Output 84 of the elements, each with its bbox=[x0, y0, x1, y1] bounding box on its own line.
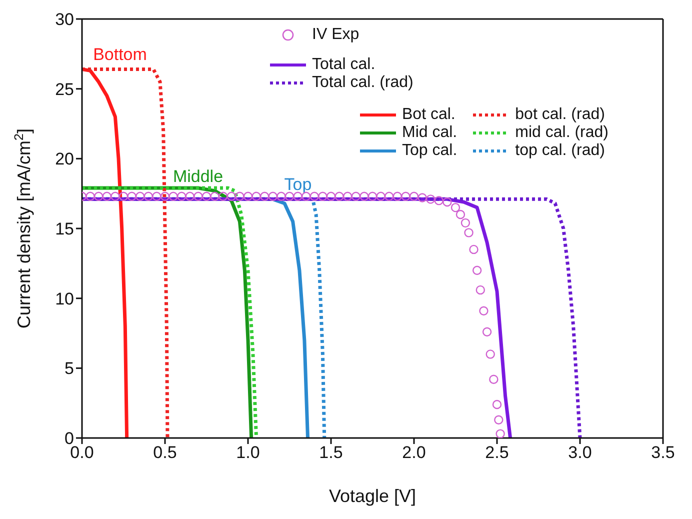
x-tick-label: 3.5 bbox=[651, 443, 675, 462]
point bbox=[252, 192, 261, 201]
y-tick-label: 20 bbox=[55, 150, 74, 169]
legend-label: bot cal. (rad) bbox=[515, 106, 605, 124]
annotation: Middle bbox=[172, 167, 224, 186]
point bbox=[434, 196, 444, 206]
annotation: Top bbox=[284, 175, 312, 194]
point bbox=[486, 350, 495, 359]
point bbox=[368, 192, 378, 201]
legend-label: Bot cal. bbox=[402, 106, 456, 124]
point bbox=[118, 192, 128, 201]
legend-label: Total cal. (rad) bbox=[312, 74, 414, 92]
point bbox=[456, 210, 466, 220]
point bbox=[479, 306, 488, 316]
point bbox=[469, 244, 478, 254]
point bbox=[460, 218, 470, 228]
point bbox=[496, 429, 505, 438]
line-series bbox=[82, 68, 129, 438]
point bbox=[360, 192, 369, 201]
point bbox=[442, 197, 452, 207]
point bbox=[86, 192, 95, 201]
point bbox=[268, 192, 278, 201]
point bbox=[94, 192, 104, 201]
point bbox=[318, 192, 328, 201]
point bbox=[426, 194, 436, 204]
point bbox=[351, 192, 360, 201]
point bbox=[482, 327, 492, 336]
point bbox=[334, 192, 344, 201]
annotation: Bottom bbox=[93, 45, 147, 64]
point bbox=[276, 192, 286, 201]
point bbox=[494, 415, 504, 424]
x-tick-label: 3.0 bbox=[568, 443, 592, 462]
point bbox=[409, 192, 419, 201]
point bbox=[464, 228, 474, 238]
point bbox=[177, 192, 186, 201]
point bbox=[343, 192, 352, 201]
point bbox=[401, 192, 410, 201]
x-tick-label: 1.0 bbox=[236, 443, 260, 462]
point bbox=[168, 192, 178, 201]
legend-label: Top cal. bbox=[402, 142, 458, 160]
x-tick-label: 1.5 bbox=[319, 443, 343, 462]
point bbox=[160, 192, 170, 201]
point bbox=[194, 192, 203, 201]
y-tick-label: 15 bbox=[55, 220, 74, 239]
x-tick-label: 0.0 bbox=[70, 443, 94, 462]
x-tick-label: 2.5 bbox=[485, 443, 509, 462]
y-tick-label: 10 bbox=[55, 289, 74, 308]
point bbox=[260, 192, 270, 201]
point bbox=[476, 285, 485, 295]
point bbox=[243, 192, 253, 201]
y-tick-label: 25 bbox=[55, 80, 74, 99]
point bbox=[235, 192, 244, 201]
point bbox=[110, 192, 120, 201]
legend-label: mid cal. (rad) bbox=[515, 124, 608, 142]
legend-label: top cal. (rad) bbox=[515, 142, 605, 160]
point bbox=[450, 202, 460, 212]
point bbox=[489, 374, 498, 384]
legend-label: IV Exp bbox=[312, 26, 360, 44]
x-tick-label: 2.0 bbox=[402, 443, 426, 462]
point bbox=[326, 192, 336, 201]
point bbox=[392, 192, 402, 201]
point bbox=[185, 192, 194, 201]
y-tick-label: 5 bbox=[64, 359, 74, 378]
legend-label: Total cal. bbox=[312, 56, 376, 74]
point bbox=[136, 192, 145, 201]
point bbox=[472, 266, 482, 275]
point bbox=[152, 192, 162, 201]
x-axis-title: Votagle [V] bbox=[328, 486, 416, 506]
point bbox=[102, 192, 112, 201]
y-tick-label: 30 bbox=[55, 10, 74, 30]
point bbox=[226, 192, 236, 201]
x-tick-label: 0.5 bbox=[153, 443, 177, 462]
point bbox=[492, 400, 502, 410]
point bbox=[202, 192, 212, 201]
point bbox=[218, 192, 228, 201]
line-series bbox=[82, 68, 170, 438]
point bbox=[384, 192, 394, 201]
point bbox=[310, 192, 319, 201]
legend-label: Mid cal. bbox=[402, 124, 458, 142]
point bbox=[210, 192, 220, 201]
point bbox=[144, 192, 153, 201]
point bbox=[418, 193, 427, 202]
point bbox=[127, 192, 136, 201]
point bbox=[376, 192, 386, 201]
